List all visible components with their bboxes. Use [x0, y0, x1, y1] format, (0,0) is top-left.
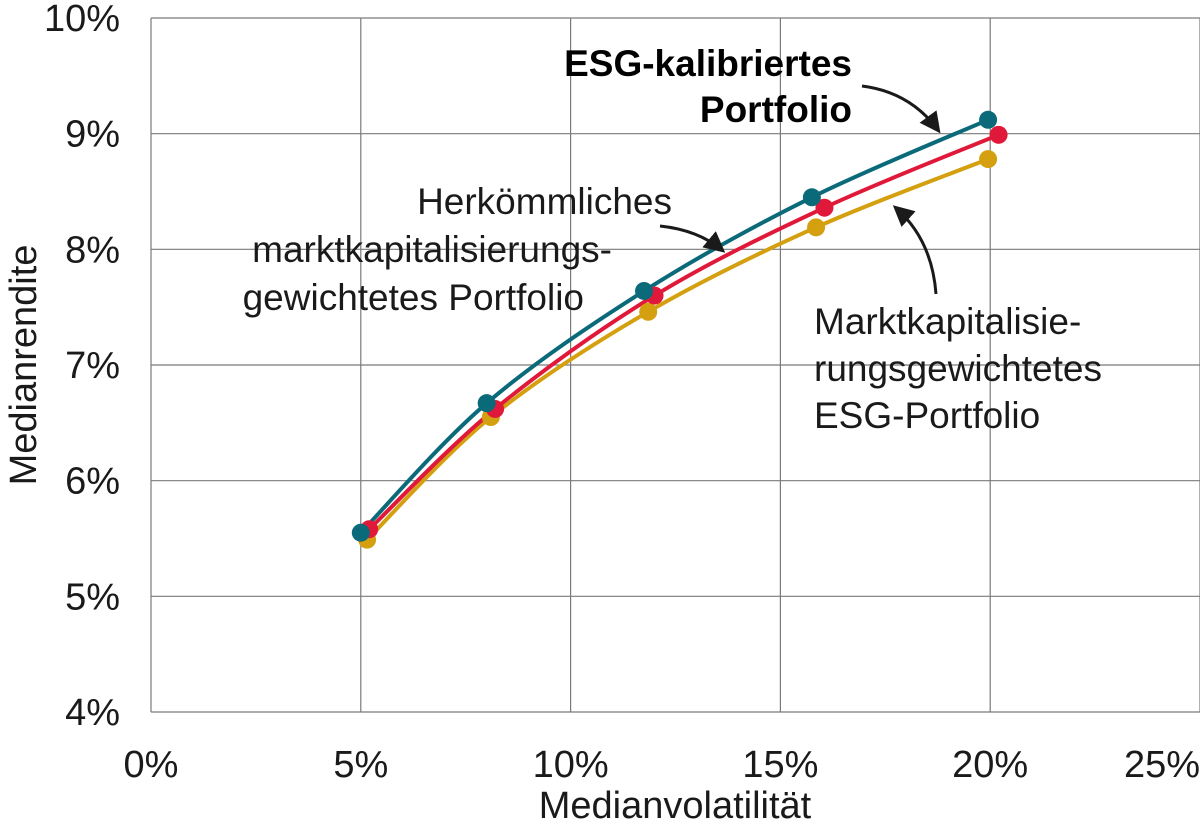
annotation-esg-market-cap-line3: ESG-Portfolio — [814, 395, 1040, 436]
y-tick-label: 6% — [65, 461, 120, 503]
annotation-conventional-line3: gewichtetes Portfolio — [243, 277, 584, 318]
tick-labels: 0% 5% 10% 15% 20% 25% 4% 5% 6% 7% 8% 9% 10% — [44, 0, 1200, 786]
grid — [150, 17, 1200, 713]
arrow-esg-calibrated — [861, 84, 941, 134]
x-tick-label: 10% — [533, 744, 609, 786]
data-point-series-0 — [979, 110, 998, 129]
data-point-series-1 — [989, 125, 1008, 144]
x-tick-label: 25% — [1124, 744, 1200, 786]
y-tick-label: 4% — [65, 692, 120, 734]
y-tick-label: 5% — [65, 576, 120, 618]
x-tick-label: 5% — [333, 744, 388, 786]
annotation-esg-calibrated-line1: ESG-kalibriertes — [564, 43, 852, 84]
data-point-series-2 — [807, 218, 826, 237]
data-point-series-0 — [477, 394, 496, 413]
y-tick-label: 7% — [65, 345, 120, 387]
x-axis-title: Medianvolatilität — [539, 785, 812, 827]
x-tick-label: 20% — [952, 744, 1028, 786]
y-axis-title: Medianrendite — [3, 245, 45, 486]
x-tick-label: 15% — [742, 744, 818, 786]
data-point-series-2 — [639, 302, 658, 321]
arrow-conventional — [659, 224, 726, 253]
annotation-esg-market-cap-line1: Marktkapitalisie- — [814, 301, 1081, 342]
annotation-esg-market-cap-line2: rungsgewichtetes — [814, 348, 1102, 389]
data-point-series-1 — [815, 198, 834, 217]
y-tick-label: 10% — [44, 0, 120, 40]
series-lines — [351, 110, 1008, 549]
data-point-series-0 — [351, 523, 370, 542]
y-tick-label: 9% — [65, 114, 120, 156]
x-tick-label: 0% — [124, 744, 179, 786]
data-point-series-0 — [635, 281, 654, 300]
data-point-series-0 — [802, 188, 821, 207]
data-point-series-2 — [979, 150, 998, 169]
annotation-conventional-line1: Herkömmliches — [417, 181, 672, 222]
arrow-esg-market-cap — [892, 205, 938, 295]
annotation-conventional-line2: marktkapitalisierungs- — [252, 229, 612, 270]
annotation-esg-calibrated-line2: Portfolio — [700, 89, 852, 130]
y-tick-label: 8% — [65, 229, 120, 271]
